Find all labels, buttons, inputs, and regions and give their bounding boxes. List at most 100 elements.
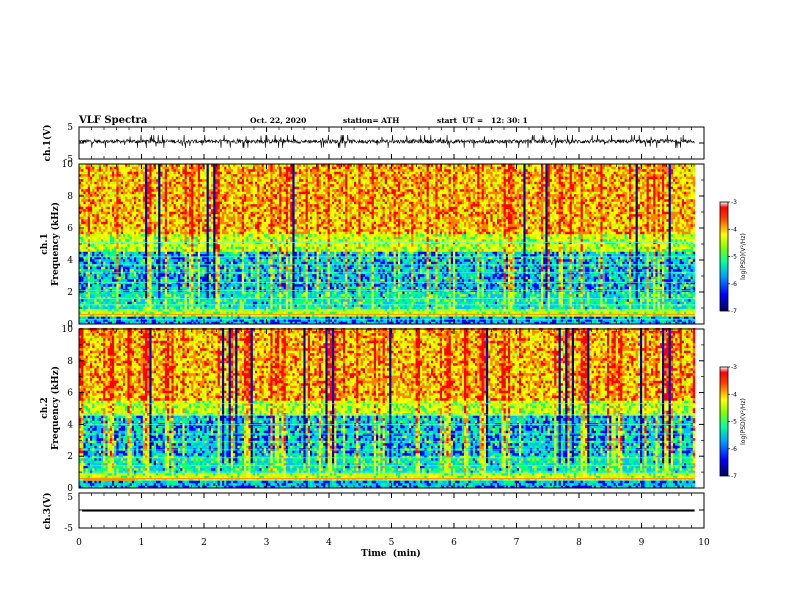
- spectrogram-cell: [81, 239, 83, 242]
- spectrogram-cell: [110, 184, 112, 187]
- spectrogram-cell: [99, 214, 101, 217]
- spectrogram-cell: [112, 219, 114, 222]
- spectrogram-cell: [101, 172, 103, 175]
- spectrogram-cell: [112, 209, 114, 212]
- spectrogram-cell: [105, 252, 107, 255]
- spectrogram-cell: [83, 277, 85, 280]
- spectrogram-cell: [108, 237, 110, 240]
- ch1-waveform-ticks: [79, 127, 704, 159]
- spectrogram-cell: [103, 244, 105, 247]
- spectrogram-cell: [110, 247, 112, 250]
- spectrogram-cell: [88, 254, 90, 257]
- spectrogram-cell: [105, 194, 107, 197]
- spectrogram-cell: [83, 174, 85, 177]
- spectrogram-cell: [112, 299, 114, 302]
- spectrogram-cell: [94, 237, 96, 240]
- spectrogram-cell: [90, 237, 92, 240]
- spectrogram-cell: [103, 182, 105, 185]
- spectrogram-cell: [90, 267, 92, 270]
- spectrogram-cell: [83, 197, 85, 200]
- spectrogram-cell: [99, 224, 101, 227]
- spectrogram-cell: [90, 277, 92, 280]
- spectrogram-cell: [108, 214, 110, 217]
- spectrogram-cell: [97, 217, 99, 220]
- spectrogram-cell: [105, 199, 107, 202]
- spectrogram-cell: [101, 247, 103, 250]
- spectrogram-cell: [103, 227, 105, 230]
- spectrogram-cell: [108, 302, 110, 305]
- spectrogram-cell: [88, 249, 90, 252]
- spectrogram-cell: [110, 284, 112, 287]
- spectrogram-cell: [92, 189, 94, 192]
- spectrogram-cell: [88, 247, 90, 250]
- spectrogram-cell: [92, 174, 94, 177]
- spectrogram-cell: [110, 229, 112, 232]
- spectrogram-cell: [110, 187, 112, 190]
- spectrogram-cell: [101, 219, 103, 222]
- spectrogram-cell: [99, 227, 101, 230]
- spectrogram-cell: [103, 199, 105, 202]
- spectrogram-cell: [88, 252, 90, 255]
- spectrogram-cell: [108, 262, 110, 265]
- spectrogram-cell: [103, 204, 105, 207]
- spectrogram-cell: [114, 299, 116, 302]
- spectrogram-cell: [103, 174, 105, 177]
- spectrogram-cell: [81, 249, 83, 252]
- spectrogram-cell: [94, 269, 96, 272]
- spectrogram-cell: [112, 184, 114, 187]
- spectrogram-cell: [92, 179, 94, 182]
- spectrogram-cell: [83, 279, 85, 282]
- spectrogram-cell: [83, 209, 85, 212]
- spectrogram-cell: [101, 267, 103, 270]
- spectrogram-cell: [110, 189, 112, 192]
- spectrogram-cell: [110, 199, 112, 202]
- spectrogram-cell: [90, 219, 92, 222]
- spectrogram-cell: [94, 199, 96, 202]
- spectrogram-cell: [110, 197, 112, 200]
- spectrogram-cell: [81, 204, 83, 207]
- spectrogram-cell: [88, 217, 90, 220]
- spectrogram-cell: [112, 177, 114, 180]
- spectrogram-cell: [101, 274, 103, 277]
- spectrogram-cell: [99, 197, 101, 200]
- spectrogram-cell: [101, 182, 103, 185]
- spectrogram-cell: [92, 204, 94, 207]
- spectrogram-cell: [105, 222, 107, 225]
- spectrogram-cell: [108, 184, 110, 187]
- spectrogram-cell: [108, 249, 110, 252]
- spectrogram-cell: [83, 234, 85, 237]
- spectrogram-cell: [101, 199, 103, 202]
- spectrogram-cell: [81, 269, 83, 272]
- spectrogram-cell: [83, 167, 85, 170]
- spectrogram-cell: [92, 207, 94, 210]
- spectrogram-cell: [94, 194, 96, 197]
- spectrogram-cell: [112, 194, 114, 197]
- spectrogram-cell: [81, 179, 83, 182]
- spectrogram-cell: [83, 214, 85, 217]
- spectrogram-cell: [81, 312, 83, 315]
- spectrogram-cell: [112, 242, 114, 245]
- spectrogram-cell: [81, 184, 83, 187]
- spectrogram-cell: [83, 182, 85, 185]
- spectrogram-cell: [92, 197, 94, 200]
- spectrogram-cell: [88, 219, 90, 222]
- spectrogram-cell: [103, 247, 105, 250]
- spectrogram-cell: [94, 267, 96, 270]
- waveform-line: [79, 135, 695, 148]
- spectrogram-cell: [114, 219, 116, 222]
- spectrogram-cell: [108, 247, 110, 250]
- spectrogram-cell: [94, 244, 96, 247]
- spectrogram-cell: [83, 247, 85, 250]
- spectrogram-cell: [81, 169, 83, 172]
- spectrogram-cell: [114, 239, 116, 242]
- spectrogram-cell: [81, 192, 83, 195]
- spectrogram-cell: [83, 169, 85, 172]
- spectrogram-cell: [97, 299, 99, 302]
- spectrogram-cell: [112, 279, 114, 282]
- spectrogram-cell: [97, 184, 99, 187]
- spectrogram-cell: [86, 259, 88, 262]
- spectrogram-cell: [81, 222, 83, 225]
- spectrogram-cell: [112, 224, 114, 227]
- spectrogram-cell: [88, 184, 90, 187]
- spectrogram-cell: [92, 242, 94, 245]
